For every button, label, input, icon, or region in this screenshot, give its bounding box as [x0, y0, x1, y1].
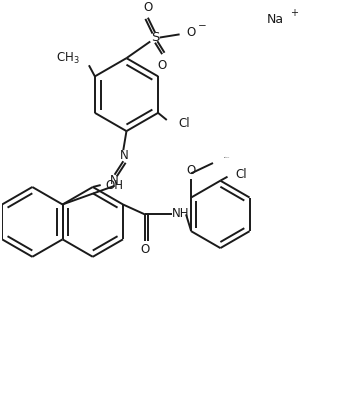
Text: CH$_3$: CH$_3$: [56, 51, 80, 66]
Text: N: N: [120, 149, 129, 162]
Text: S: S: [151, 31, 159, 44]
Text: O: O: [187, 26, 196, 39]
Text: O: O: [158, 59, 167, 72]
Text: O: O: [140, 243, 149, 256]
Text: Cl: Cl: [179, 117, 190, 130]
Text: +: +: [290, 8, 298, 19]
Text: methoxy: methoxy: [224, 157, 230, 158]
Text: Cl: Cl: [235, 168, 247, 181]
Text: O: O: [143, 1, 153, 14]
Text: N: N: [110, 174, 119, 187]
Text: O: O: [186, 164, 196, 177]
Text: NH: NH: [172, 207, 189, 220]
Text: OH: OH: [105, 178, 123, 191]
Text: Na: Na: [267, 13, 284, 26]
Text: −: −: [198, 20, 207, 31]
